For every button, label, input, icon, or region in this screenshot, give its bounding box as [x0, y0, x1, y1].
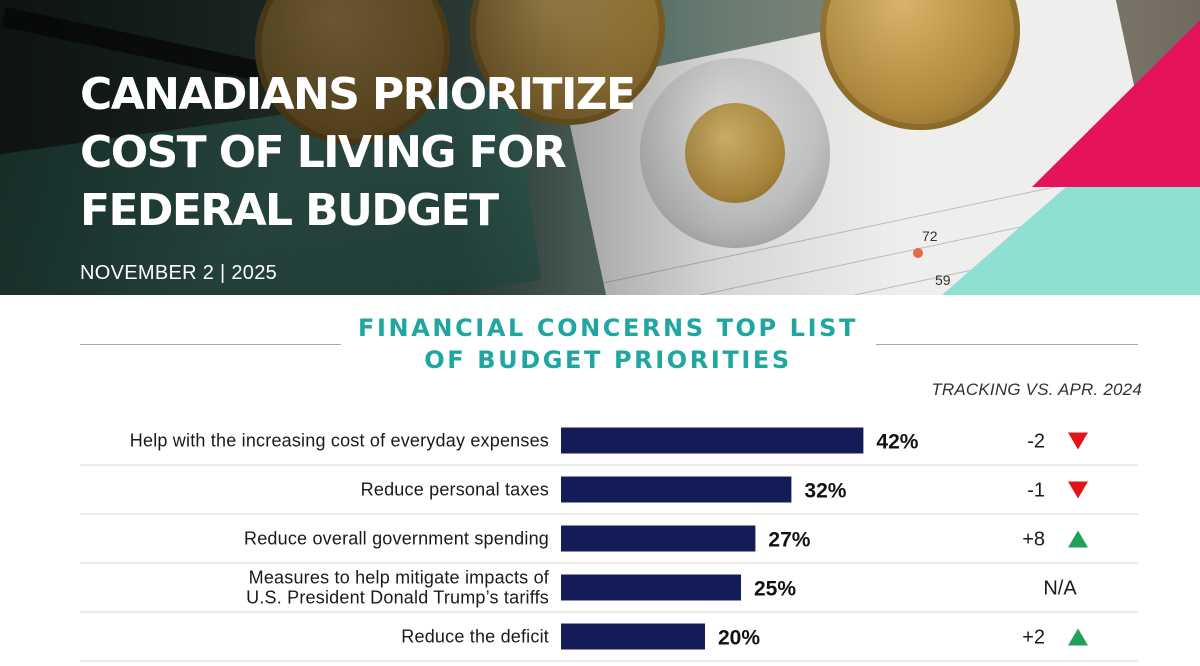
value-label: 27%: [768, 529, 810, 552]
title-rule-right: [876, 344, 1138, 345]
tracking-value: +2: [1022, 627, 1045, 649]
bar: [561, 574, 741, 601]
page-title: CANADIANS PRIORITIZE COST OF LIVING FOR …: [80, 66, 636, 240]
hero-banner: 72 59 CANADIANS PRIORITIZE COST OF LIVIN…: [0, 0, 1200, 295]
category-label: Reduce personal taxes: [361, 480, 549, 500]
publish-date: NOVEMBER 2 | 2025: [80, 262, 278, 284]
tracking-header: TRACKING VS. APR. 2024: [931, 380, 1142, 399]
title-rule-left: [80, 344, 341, 345]
bar: [561, 476, 792, 503]
down-arrow-icon: [1068, 432, 1088, 450]
tracking-value: -1: [1027, 480, 1045, 502]
page-title-line: COST OF LIVING FOR: [80, 127, 567, 178]
up-arrow-icon: [1068, 530, 1088, 548]
value-label: 42%: [876, 431, 918, 454]
up-arrow-icon: [1068, 628, 1088, 646]
bar: [561, 525, 756, 552]
chart-title: FINANCIAL CONCERNS TOP LIST OF BUDGET PR…: [340, 312, 876, 376]
bar: [561, 427, 864, 454]
bar: [561, 623, 705, 650]
category-label: Reduce the deficit: [401, 627, 549, 647]
category-label: Reduce overall government spending: [244, 529, 549, 549]
chart-title-line: FINANCIAL CONCERNS TOP LIST: [358, 314, 858, 342]
value-label: 32%: [804, 480, 846, 503]
value-label: 20%: [718, 627, 760, 650]
down-arrow-icon: [1068, 481, 1088, 499]
background-chart-label: 59: [935, 272, 951, 288]
category-label: Measures to help mitigate impacts of: [249, 568, 550, 588]
tracking-value: N/A: [1043, 578, 1077, 600]
background-chart-point: [913, 248, 923, 258]
background-chart-label: 72: [922, 228, 938, 244]
value-label: 25%: [754, 578, 796, 601]
tracking-value: -2: [1027, 431, 1045, 453]
chart-title-line: OF BUDGET PRIORITIES: [424, 346, 792, 374]
tracking-value: +8: [1022, 529, 1045, 551]
category-label: U.S. President Donald Trump’s tariffs: [246, 588, 549, 608]
page-title-line: FEDERAL BUDGET: [80, 185, 499, 236]
category-label: Help with the increasing cost of everyda…: [130, 431, 549, 451]
page-title-line: CANADIANS PRIORITIZE: [80, 69, 636, 120]
